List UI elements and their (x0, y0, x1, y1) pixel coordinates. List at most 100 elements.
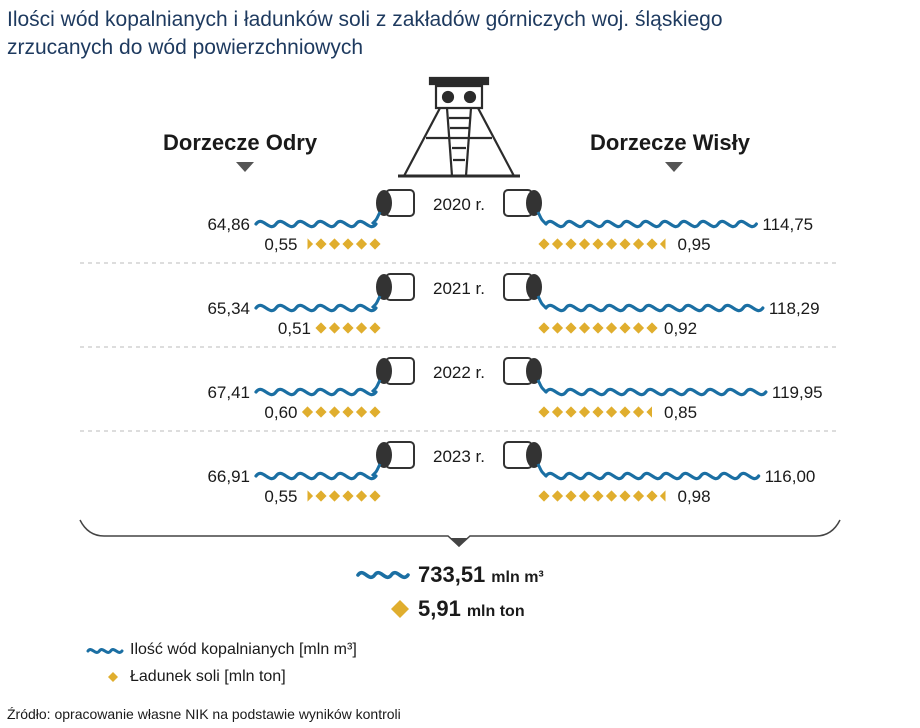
pipe-mouth (376, 358, 392, 384)
pipe-icon-left (370, 357, 415, 394)
water-value-right: 116,00 (765, 467, 816, 486)
pipe-stream (536, 463, 548, 478)
salt-half-diamond-left (307, 238, 314, 250)
water-wave-right (544, 219, 758, 229)
salt-value-left: 0,60 (264, 403, 297, 422)
total-salt-unit: mln ton (466, 603, 525, 620)
salt-diamond-right (538, 238, 550, 250)
salt-value-left: 0,55 (264, 487, 297, 506)
water-value-left: 65,34 (207, 299, 250, 318)
year-label: 2020 r. (433, 195, 485, 214)
salt-diamond-right (565, 322, 577, 334)
water-value-right: 118,29 (769, 299, 820, 318)
salt-value-left: 0,55 (264, 235, 297, 254)
tower-wheel-right (463, 90, 477, 104)
salt-diamond-right (619, 238, 631, 250)
salt-diamond-left (342, 406, 354, 418)
salt-diamond-left (355, 490, 368, 502)
salt-diamond-right (619, 322, 631, 334)
tower-top (428, 76, 490, 86)
salt-value-right: 0,98 (678, 487, 711, 506)
tower-leg-right (477, 107, 515, 177)
total-salt-diamond-icon (391, 600, 409, 618)
salt-diamond-left (369, 322, 381, 334)
right-basin-title: Dorzecze Wisły (590, 130, 750, 155)
source-note: Źródło: opracowanie własne NIK na podsta… (7, 706, 401, 722)
pipe-mouth (376, 442, 392, 468)
pipe-icon-right (503, 273, 548, 310)
salt-diamond-left (315, 238, 327, 250)
salt-diamond-left (315, 406, 327, 418)
total-water-wave-icon (356, 570, 410, 580)
tower-inner-left (445, 107, 454, 177)
legend-water-label: Ilość wód kopalnianych [mln m³] (130, 641, 357, 658)
pipe-stream (370, 379, 382, 394)
salt-diamond-right (592, 490, 604, 502)
salt-diamond-left (328, 322, 341, 334)
salt-diamond-left (369, 490, 381, 502)
legend-salt-diamond-icon (108, 672, 118, 682)
salt-diamond-right (646, 238, 658, 250)
water-value-right: 114,75 (762, 215, 813, 234)
salt-diamond-right (632, 322, 645, 334)
total-salt-value: 5,91 (418, 596, 461, 621)
salt-value-right: 0,95 (678, 235, 711, 254)
pipe-mouth (376, 190, 392, 216)
salt-diamond-left (342, 322, 354, 334)
salt-value-left: 0,51 (278, 319, 311, 338)
salt-value-right: 0,85 (664, 403, 697, 422)
pipe-mouth (526, 442, 542, 468)
water-wave-left (254, 471, 378, 481)
pipe-stream (370, 463, 382, 478)
salt-diamond-left (355, 406, 368, 418)
water-wave-right (544, 471, 761, 481)
year-label: 2023 r. (433, 447, 485, 466)
salt-diamond-right (578, 238, 591, 250)
water-wave-left (254, 303, 378, 313)
total-water: 733,51 mln m³ (418, 562, 544, 588)
pipe-icon-right (503, 441, 548, 478)
pipe-mouth (376, 274, 392, 300)
left-basin-arrow (236, 162, 254, 172)
salt-diamond-right (632, 406, 645, 418)
salt-diamond-right (551, 490, 564, 502)
salt-diamond-right (605, 238, 618, 250)
water-wave-left (254, 219, 378, 229)
pipe-icon-left (370, 273, 415, 310)
salt-diamond-right (538, 490, 550, 502)
salt-diamond-right (619, 490, 631, 502)
total-water-unit: mln m³ (491, 569, 544, 586)
salt-diamond-right (592, 238, 604, 250)
pipe-mouth (526, 274, 542, 300)
right-basin-arrow (665, 162, 683, 172)
salt-diamond-right (605, 490, 618, 502)
salt-diamond-right (578, 406, 591, 418)
salt-diamond-left (328, 490, 341, 502)
legend-salt-label: Ładunek soli [mln ton] (130, 668, 286, 685)
salt-diamond-right (619, 406, 631, 418)
pipe-stream (370, 211, 382, 226)
salt-diamond-right (592, 406, 604, 418)
year-label: 2021 r. (433, 279, 485, 298)
total-water-value: 733,51 (418, 562, 486, 587)
total-salt: 5,91 mln ton (418, 596, 525, 622)
salt-diamond-right (605, 406, 618, 418)
pipe-stream (370, 295, 382, 310)
salt-half-diamond-right (646, 406, 652, 418)
salt-diamond-right (538, 406, 550, 418)
pipe-icon-right (503, 189, 548, 226)
pipe-icon-left (370, 441, 415, 478)
salt-diamond-right (592, 322, 604, 334)
left-basin-title: Dorzecze Odry (163, 130, 318, 155)
tower-braces (449, 116, 471, 162)
salt-diamond-right (646, 490, 658, 502)
salt-diamond-right (565, 490, 577, 502)
salt-diamond-right (565, 406, 577, 418)
salt-diamond-left (315, 322, 327, 334)
salt-diamond-right (565, 238, 577, 250)
tower-leg-left (403, 107, 441, 177)
salt-diamond-right (578, 322, 591, 334)
water-value-right: 119,95 (772, 383, 823, 402)
